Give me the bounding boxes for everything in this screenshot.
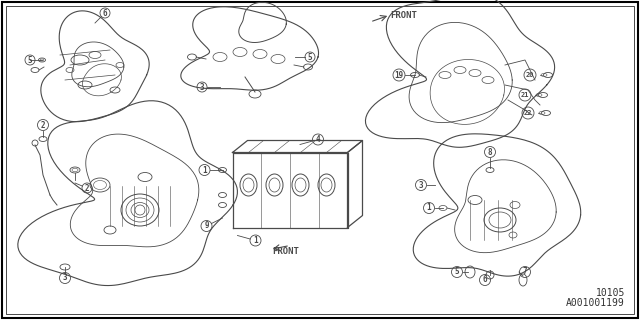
Text: 9: 9 bbox=[204, 221, 209, 230]
Text: A001001199: A001001199 bbox=[566, 298, 625, 308]
Text: 2: 2 bbox=[41, 121, 45, 130]
Text: 21: 21 bbox=[521, 92, 529, 98]
Text: 19: 19 bbox=[394, 70, 404, 79]
Text: 3: 3 bbox=[419, 180, 423, 189]
Text: 4: 4 bbox=[316, 135, 320, 144]
Text: 10105: 10105 bbox=[596, 288, 625, 298]
Text: 1: 1 bbox=[427, 204, 431, 212]
Text: 6: 6 bbox=[483, 276, 487, 284]
Text: 6: 6 bbox=[102, 9, 108, 18]
Text: 5: 5 bbox=[28, 55, 32, 65]
Text: 20: 20 bbox=[525, 72, 534, 78]
Text: 22: 22 bbox=[524, 110, 532, 116]
Text: 8: 8 bbox=[488, 148, 492, 156]
Text: 1: 1 bbox=[253, 236, 258, 245]
Text: 1: 1 bbox=[202, 165, 207, 174]
Text: 2: 2 bbox=[84, 183, 90, 193]
Text: 5: 5 bbox=[308, 52, 312, 61]
Text: 7: 7 bbox=[523, 268, 527, 276]
Text: 5: 5 bbox=[454, 268, 460, 276]
Text: 3: 3 bbox=[63, 274, 67, 283]
Text: FRONT: FRONT bbox=[272, 247, 299, 257]
Text: FRONT: FRONT bbox=[390, 11, 417, 20]
Text: 3: 3 bbox=[200, 83, 204, 92]
